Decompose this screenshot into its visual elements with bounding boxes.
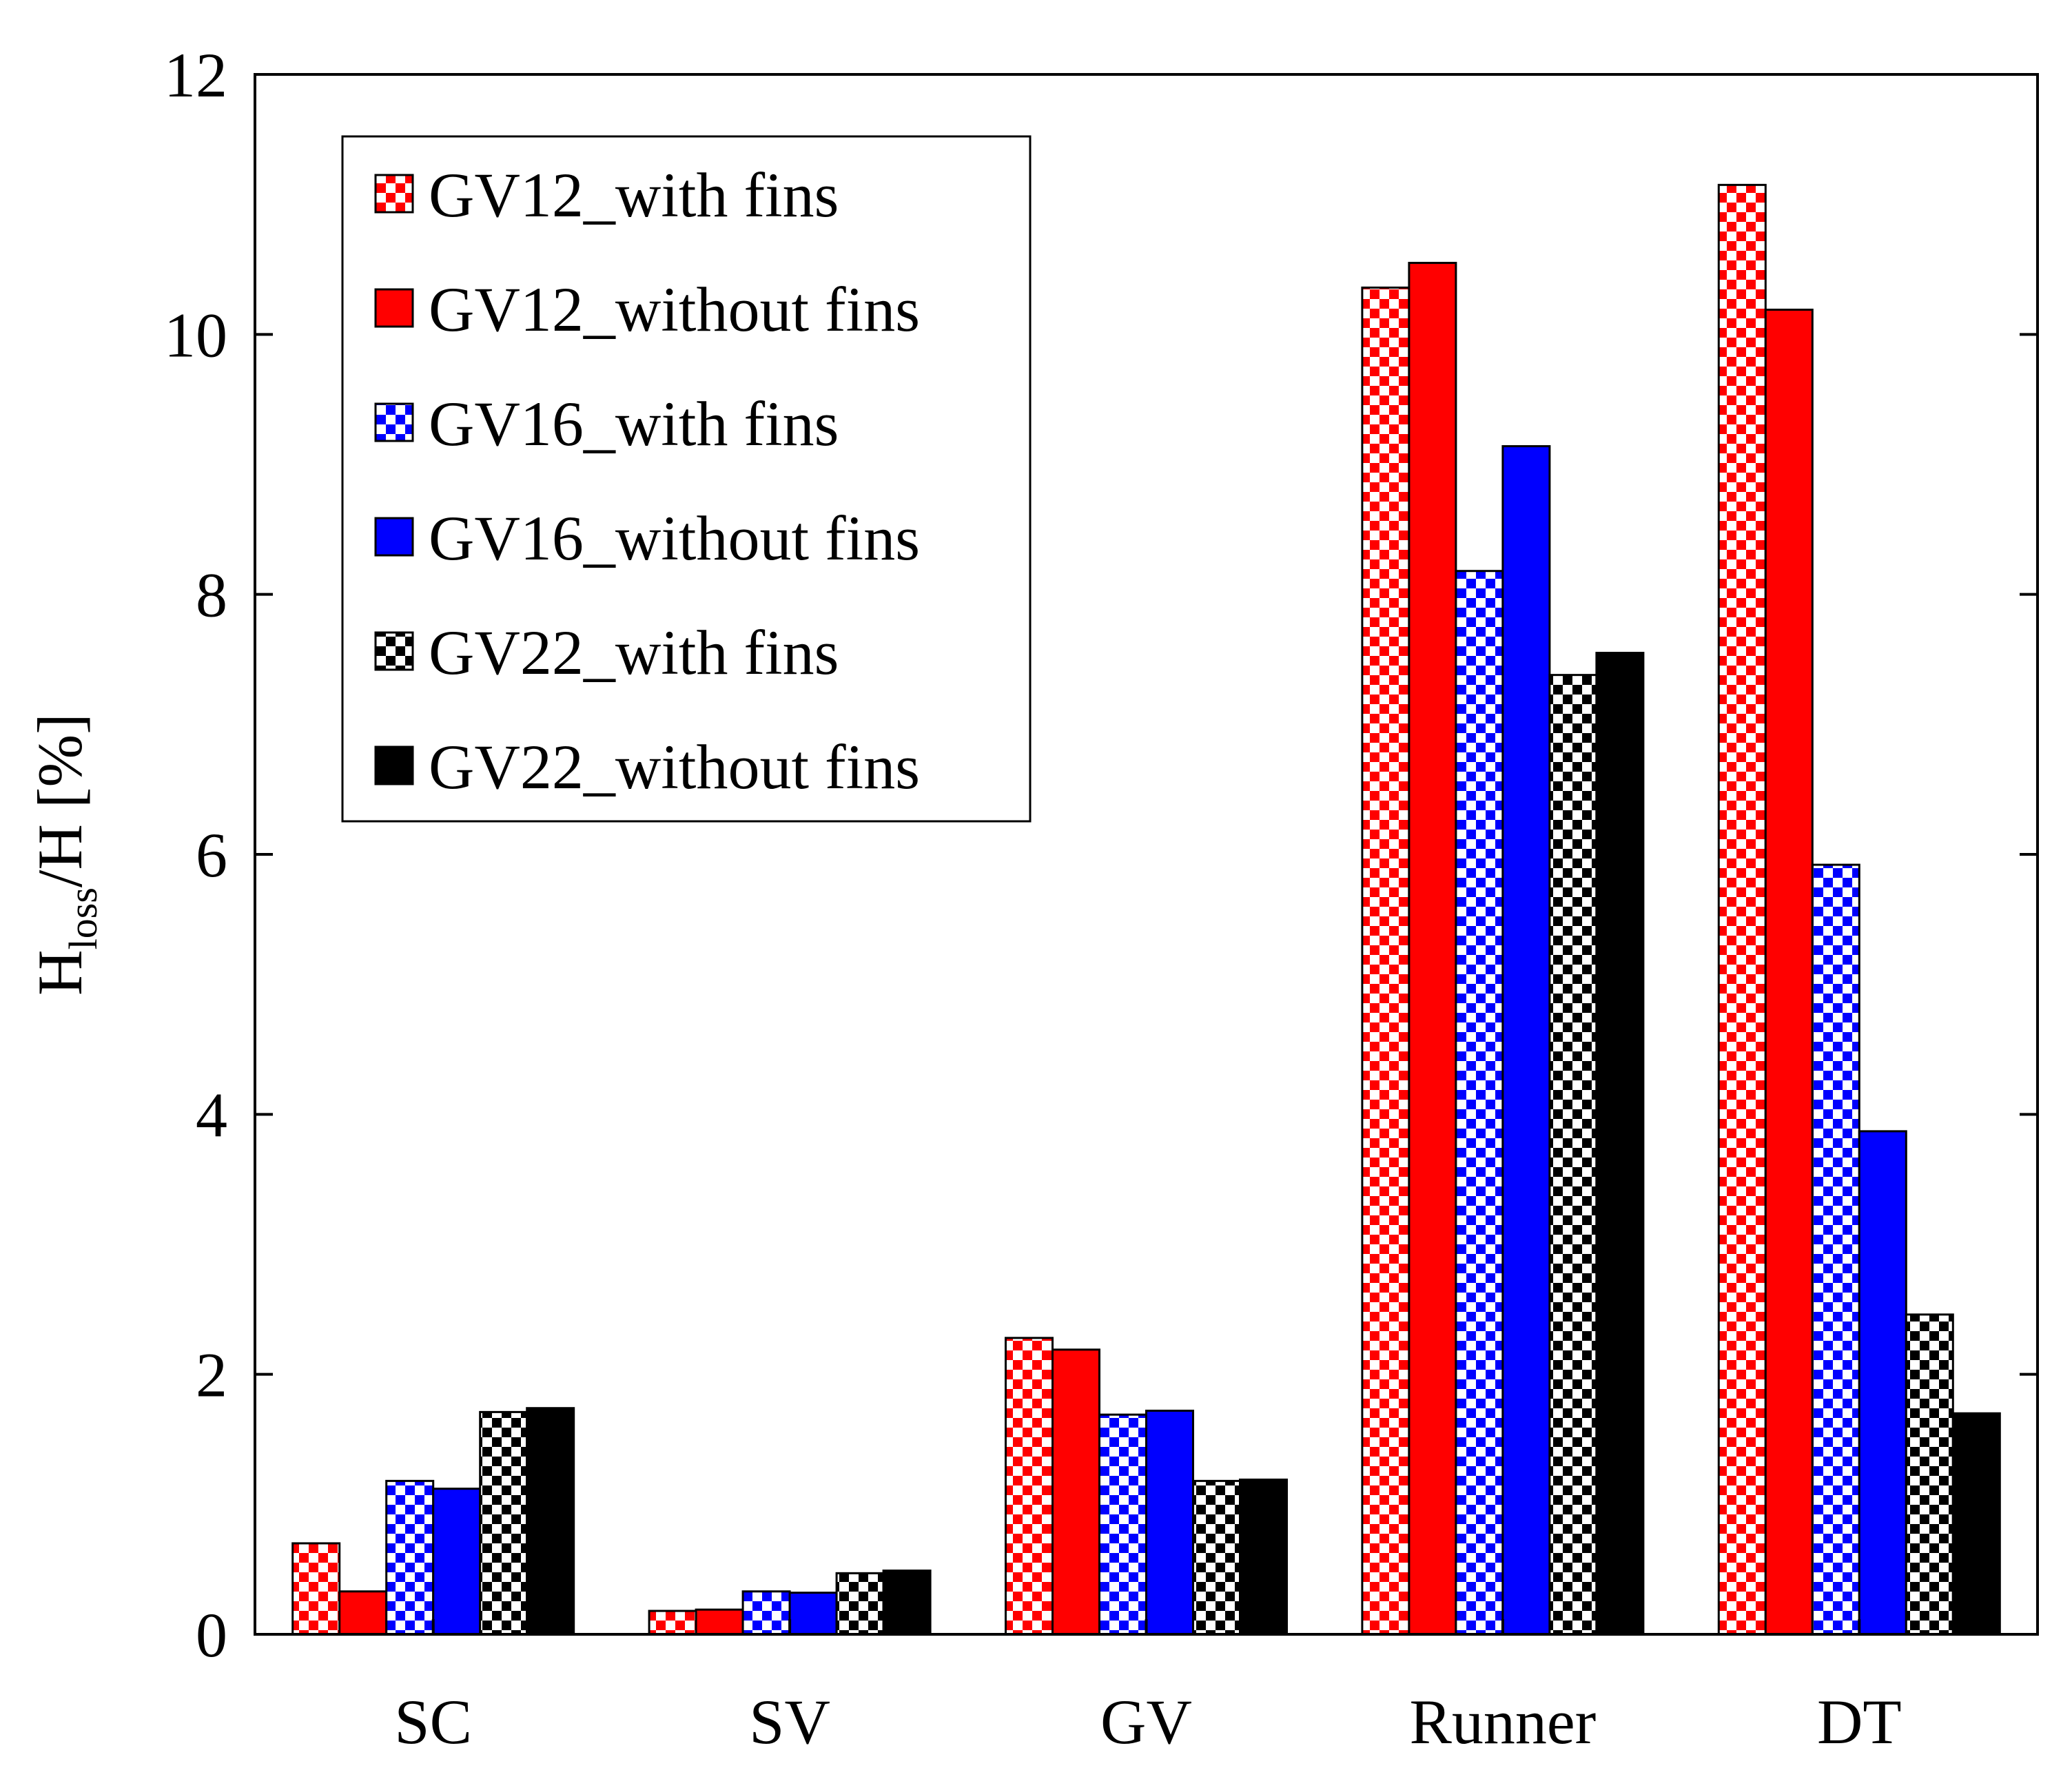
x-axis-categories: SC SV GV Runner DT: [394, 1619, 1902, 1757]
legend-label: GV16_with fins: [429, 389, 839, 459]
legend-swatch: [374, 517, 414, 557]
bar-sv-gv16-without-fins: [788, 1592, 838, 1636]
x-tick-label-gv: GV: [1100, 1687, 1192, 1757]
y-tick-label: 6: [196, 820, 227, 890]
bar-dt-gv12-without-fins: [1764, 308, 1814, 1636]
bar-runner-gv22-without-fins: [1595, 652, 1645, 1636]
bar-sv-gv22-without-fins: [882, 1570, 932, 1636]
y-tick-label: 8: [196, 560, 227, 630]
x-tick-label-dt: DT: [1817, 1687, 1902, 1757]
bar-dt-gv22-with-fins: [1905, 1313, 1954, 1636]
bar-runner-gv22-with-fins: [1548, 674, 1598, 1636]
x-tick-label-sv: SV: [749, 1687, 830, 1757]
x-tick-label-runner: Runner: [1409, 1687, 1596, 1757]
y-tick-label: 4: [196, 1080, 227, 1150]
bar-gv-gv12-without-fins: [1052, 1348, 1100, 1636]
x-tick-label-sc: SC: [394, 1687, 472, 1757]
y-axis-label: Hloss/H [%]: [25, 713, 105, 996]
bar-gv-gv16-without-fins: [1145, 1409, 1194, 1636]
legend-label: GV22_with fins: [429, 617, 839, 688]
bar-sc-gv16-without-fins: [432, 1488, 482, 1636]
bar-sv-gv16-with-fins: [741, 1590, 791, 1636]
legend-label: GV22_without fins: [429, 732, 920, 802]
bar-gv-gv16-with-fins: [1098, 1413, 1147, 1636]
bar-runner-gv16-with-fins: [1455, 570, 1504, 1636]
bar-dt-gv16-with-fins: [1811, 863, 1860, 1636]
bar-gv-gv22-with-fins: [1192, 1479, 1241, 1636]
y-tick-label: 0: [196, 1600, 227, 1670]
legend-swatch: [374, 288, 414, 328]
bar-runner-gv16-without-fins: [1501, 445, 1551, 1636]
bar-sc-gv16-with-fins: [385, 1479, 435, 1636]
bar-gv-gv22-without-fins: [1239, 1478, 1288, 1636]
legend-swatch: [374, 402, 414, 442]
y-axis-ticks: 0 2 4 6 8 10 12: [164, 40, 2038, 1670]
bar-sc-gv22-without-fins: [526, 1407, 575, 1636]
plot-frame: [254, 73, 2039, 1636]
bar-sv-gv22-with-fins: [835, 1572, 885, 1636]
legend-swatch: [374, 174, 414, 214]
y-axis-label-sub: loss: [61, 887, 105, 949]
legend-swatch: [374, 631, 414, 671]
legend-label: GV12_without fins: [429, 274, 920, 345]
bar-sv-gv12-with-fins: [648, 1610, 697, 1636]
legend-label: GV16_without fins: [429, 503, 920, 573]
y-axis-label-main: H: [25, 949, 95, 995]
bar-sv-gv12-without-fins: [695, 1608, 744, 1636]
bar-dt-gv12-with-fins: [1717, 183, 1767, 1636]
legend-label: GV12_with fins: [429, 160, 839, 230]
bar-gv-gv12-with-fins: [1005, 1337, 1054, 1636]
legend-swatch: [374, 745, 414, 785]
bar-dt-gv16-without-fins: [1858, 1130, 1907, 1636]
bar-runner-gv12-with-fins: [1361, 286, 1411, 1636]
bars: [291, 183, 2001, 1636]
legend-box: [341, 135, 1032, 823]
bar-sc-gv12-with-fins: [291, 1542, 341, 1636]
y-axis-label-rest: /H [%]: [25, 713, 95, 887]
bar-sc-gv12-without-fins: [338, 1590, 388, 1636]
y-tick-label: 12: [164, 40, 227, 110]
bar-sc-gv22-with-fins: [479, 1410, 529, 1636]
y-tick-label: 10: [164, 300, 227, 370]
y-tick-label: 2: [196, 1340, 227, 1410]
bar-runner-gv12-without-fins: [1408, 262, 1457, 1636]
bar-dt-gv22-without-fins: [1951, 1412, 2001, 1636]
legend: GV12_with fins GV12_without fins GV16_with…: [341, 135, 1032, 823]
